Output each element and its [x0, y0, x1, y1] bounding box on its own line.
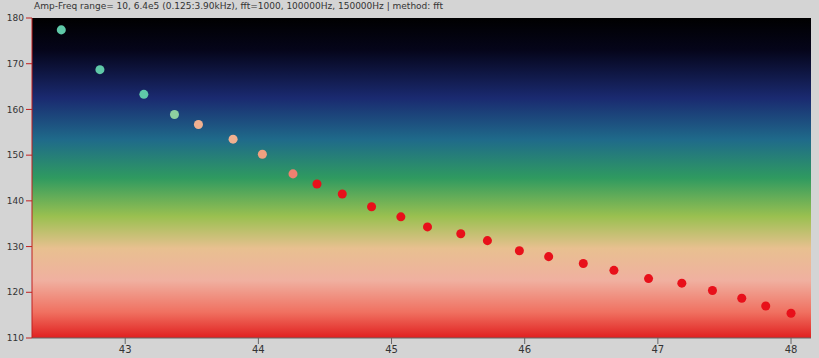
- svg-text:160: 160: [7, 105, 24, 115]
- svg-text:180: 180: [7, 14, 24, 23]
- svg-text:46: 46: [518, 344, 531, 355]
- svg-text:140: 140: [7, 196, 24, 206]
- svg-text:170: 170: [7, 59, 24, 69]
- svg-text:45: 45: [385, 344, 398, 355]
- svg-text:130: 130: [7, 242, 24, 252]
- html-text:Amp-Freq range= 10, 6.4e5 (0.1: Amp-Freq range= 10, 6.4e5 (0.125:3.90kHz…: [34, 1, 443, 11]
- svg-text:44: 44: [252, 344, 265, 355]
- svg-text:120: 120: [7, 287, 24, 297]
- svg-text:43: 43: [119, 344, 132, 355]
- svg-text:48: 48: [785, 344, 798, 355]
- svg-text:47: 47: [651, 344, 664, 355]
- svg-text:150: 150: [7, 150, 24, 160]
- svg-text:110: 110: [7, 333, 24, 343]
